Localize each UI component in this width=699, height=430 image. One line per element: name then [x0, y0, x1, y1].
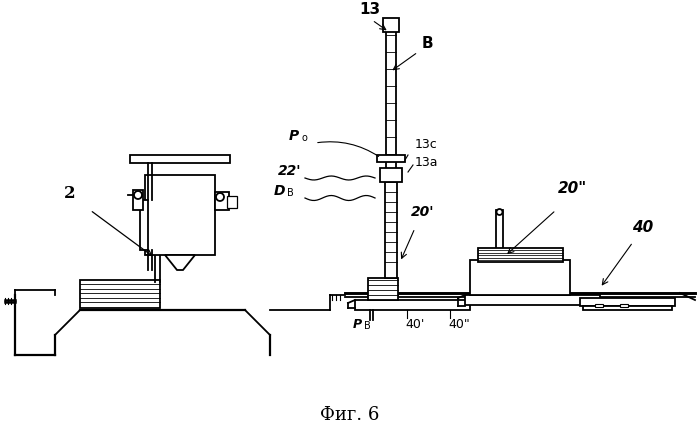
Bar: [215, 192, 229, 210]
Circle shape: [496, 209, 503, 215]
Bar: [380, 168, 402, 182]
Bar: [620, 304, 628, 307]
Text: B: B: [287, 188, 294, 198]
Circle shape: [134, 191, 142, 199]
Text: 40: 40: [633, 220, 654, 235]
Bar: [377, 155, 405, 162]
Bar: [355, 300, 470, 310]
Text: P: P: [289, 129, 299, 143]
Text: B: B: [364, 321, 370, 331]
Bar: [140, 200, 148, 250]
Bar: [383, 18, 399, 32]
Text: 20": 20": [557, 181, 586, 196]
Bar: [130, 155, 230, 163]
Bar: [470, 260, 570, 295]
Circle shape: [216, 193, 224, 201]
Text: P: P: [353, 318, 362, 331]
Text: 22': 22': [278, 164, 302, 178]
Bar: [80, 280, 160, 308]
Text: o: o: [302, 133, 308, 143]
Text: 13c: 13c: [415, 138, 438, 151]
Text: 20': 20': [411, 205, 435, 219]
Bar: [478, 248, 563, 262]
Bar: [583, 306, 672, 310]
Bar: [595, 304, 603, 307]
Text: 2: 2: [64, 184, 75, 202]
Bar: [465, 295, 600, 305]
Text: B: B: [421, 36, 433, 51]
Bar: [133, 190, 143, 210]
Bar: [385, 170, 397, 278]
Text: D: D: [273, 184, 285, 198]
Bar: [496, 210, 503, 295]
Bar: [145, 175, 215, 255]
Bar: [386, 30, 396, 170]
Bar: [580, 298, 675, 306]
Polygon shape: [165, 255, 195, 270]
Text: 13: 13: [359, 2, 380, 17]
Bar: [227, 196, 237, 208]
Text: 40": 40": [448, 318, 470, 331]
Text: 40': 40': [405, 318, 424, 331]
Text: 13a: 13a: [415, 156, 438, 169]
Bar: [368, 278, 398, 300]
Text: Фиг. 6: Фиг. 6: [320, 406, 380, 424]
